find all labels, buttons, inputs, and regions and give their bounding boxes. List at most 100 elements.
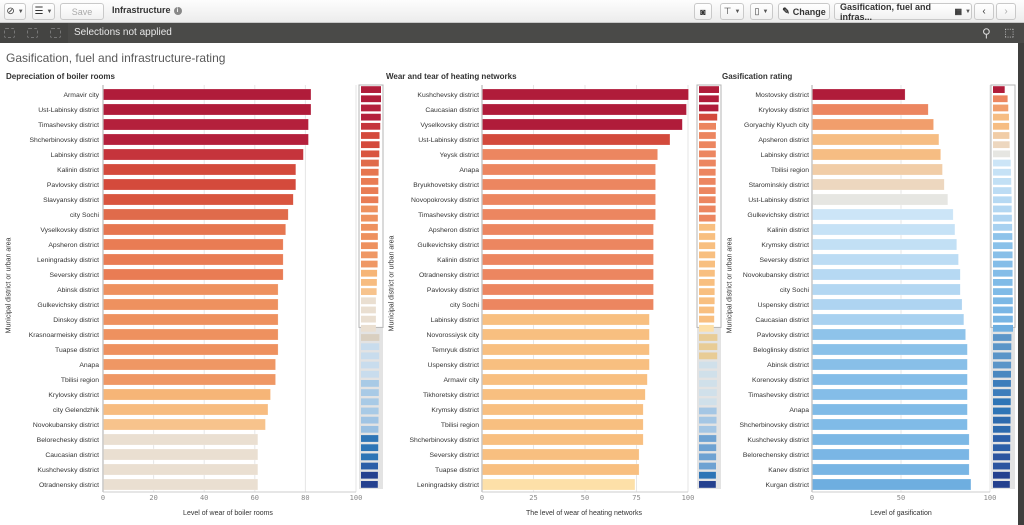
category-label[interactable]: Uspensky district — [758, 302, 809, 309]
category-label[interactable]: Korenovsky district — [752, 377, 809, 384]
category-label[interactable]: city Sochi — [70, 212, 100, 219]
bar[interactable] — [812, 283, 961, 296]
category-label[interactable]: Novokubansky district — [743, 272, 809, 279]
bar[interactable] — [103, 163, 297, 176]
bar[interactable] — [812, 403, 968, 416]
bar[interactable] — [812, 148, 941, 161]
category-label[interactable]: Pavlovsky district — [757, 332, 809, 339]
category-label[interactable]: Novokubansky district — [33, 422, 99, 429]
category-label[interactable]: Novorossiysk city — [427, 332, 480, 339]
bar[interactable] — [482, 193, 656, 206]
step-back-icon[interactable] — [4, 28, 15, 38]
bar[interactable] — [482, 268, 654, 281]
bar[interactable] — [103, 313, 279, 326]
bar[interactable] — [103, 433, 259, 446]
category-label[interactable]: Tbilisi region — [441, 422, 479, 429]
category-label[interactable]: Shcherbinovsky district — [29, 137, 99, 144]
bar[interactable] — [812, 178, 945, 191]
category-label[interactable]: Belorechensky district — [743, 452, 809, 459]
category-label[interactable]: Labinsky district — [51, 152, 99, 159]
category-label[interactable]: Kalinin district — [57, 167, 99, 174]
category-label[interactable]: Slavyansky district — [43, 197, 99, 204]
category-label[interactable]: Caucasian district — [425, 107, 479, 114]
category-label[interactable]: Armavir city — [444, 377, 480, 384]
category-label[interactable]: Temryuk district — [432, 347, 479, 354]
bar[interactable] — [812, 118, 934, 131]
category-label[interactable]: Pavlovsky district — [47, 182, 99, 189]
category-label[interactable]: Goryachiy Klyuch city — [744, 122, 810, 129]
bar[interactable] — [812, 238, 957, 251]
bar[interactable] — [482, 163, 656, 176]
info-icon[interactable]: i — [173, 6, 182, 15]
bar[interactable] — [812, 268, 961, 281]
category-label[interactable]: Krymsky district — [431, 407, 479, 414]
step-forward-icon[interactable] — [27, 28, 38, 38]
bar[interactable] — [812, 448, 970, 461]
bar[interactable] — [103, 208, 289, 221]
category-label[interactable]: Anapa — [789, 407, 809, 414]
category-label[interactable]: Gulkevichsky district — [747, 212, 809, 219]
bar[interactable] — [482, 133, 671, 146]
category-label[interactable]: Krylovsky district — [48, 392, 99, 399]
bar[interactable] — [103, 253, 284, 266]
bar[interactable] — [812, 433, 970, 446]
category-label[interactable]: Caucasian district — [45, 452, 99, 459]
bar[interactable] — [482, 313, 650, 326]
category-label[interactable]: Kalinin district — [437, 257, 479, 264]
bar[interactable] — [482, 433, 644, 446]
bar[interactable] — [812, 88, 906, 101]
category-label[interactable]: Labinsky district — [761, 152, 809, 159]
bar[interactable] — [812, 223, 956, 236]
category-label[interactable]: Ust-Labinsky district — [748, 197, 809, 204]
bar[interactable] — [812, 163, 943, 176]
navigation-menu-button[interactable]: ☰ ▼ — [32, 3, 55, 20]
category-label[interactable]: Caucasian district — [755, 317, 809, 324]
bar[interactable] — [482, 208, 656, 221]
bar[interactable] — [103, 118, 309, 131]
category-label[interactable]: Abinsk district — [767, 362, 809, 369]
category-label[interactable]: Seversky district — [760, 257, 810, 264]
category-label[interactable]: Tikhoretsky district — [423, 392, 479, 399]
category-label[interactable]: city Sochi — [780, 287, 810, 294]
bar[interactable] — [482, 298, 654, 311]
bar[interactable] — [103, 478, 259, 491]
previous-sheet-button[interactable]: ‹ — [974, 3, 994, 20]
category-label[interactable]: Labinsky district — [431, 317, 479, 324]
category-label[interactable]: Pavlovsky district — [427, 287, 479, 294]
bar[interactable] — [103, 223, 286, 236]
category-label[interactable]: Kurgan district — [766, 482, 810, 489]
category-label[interactable]: Tbilisi region — [61, 377, 99, 384]
category-label[interactable]: Vyselkovsky district — [420, 122, 479, 129]
bar[interactable] — [103, 238, 284, 251]
category-label[interactable]: Gulkevichsky district — [37, 302, 99, 309]
category-label[interactable]: Otradnensky district — [39, 482, 99, 489]
bar[interactable] — [812, 103, 929, 116]
bar[interactable] — [103, 103, 312, 116]
bar[interactable] — [103, 463, 259, 476]
category-label[interactable]: Seversky district — [430, 452, 480, 459]
search-icon[interactable]: ⚲ — [982, 26, 991, 40]
bar[interactable] — [103, 358, 276, 371]
category-label[interactable]: Apsheron district — [48, 242, 99, 249]
category-label[interactable]: Kushchevsky district — [417, 92, 479, 99]
smart-search-icon[interactable]: ⬚ — [1004, 27, 1015, 39]
bar[interactable] — [482, 238, 654, 251]
bar[interactable] — [482, 388, 646, 401]
bar[interactable] — [812, 193, 949, 206]
bar[interactable] — [812, 133, 940, 146]
category-label[interactable]: Anapa — [459, 167, 479, 174]
bar[interactable] — [103, 403, 269, 416]
category-label[interactable]: Vyselkovsky district — [40, 227, 99, 234]
category-label[interactable]: Shcherbinovsky district — [409, 437, 479, 444]
bar[interactable] — [103, 178, 297, 191]
category-label[interactable]: Tuapse district — [55, 347, 99, 354]
bar[interactable] — [482, 403, 644, 416]
bar[interactable] — [482, 358, 650, 371]
change-button[interactable]: ✎ Change — [778, 3, 830, 20]
bar[interactable] — [482, 88, 689, 101]
category-label[interactable]: Seversky district — [50, 272, 100, 279]
clear-selections-icon[interactable] — [50, 28, 61, 38]
bar[interactable] — [482, 478, 636, 491]
category-label[interactable]: city Gelendzhik — [53, 407, 100, 414]
bar[interactable] — [103, 418, 266, 431]
